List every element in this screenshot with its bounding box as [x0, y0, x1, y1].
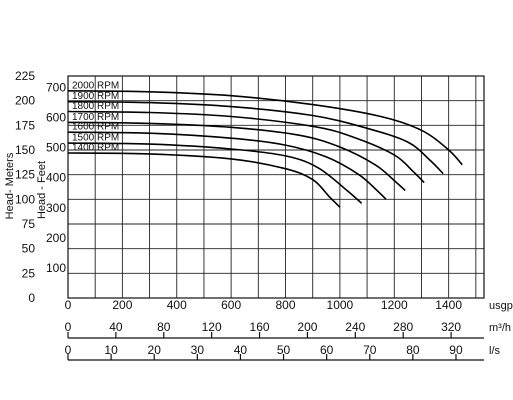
x-tick-label: 240	[345, 320, 365, 334]
series-label: 1600 RPM	[72, 122, 119, 133]
y-tick-meters: 75	[22, 217, 36, 231]
series-label: 2000 RPM	[72, 80, 119, 91]
series-line-2000-rpm	[67, 90, 463, 166]
y-axis-label-feet: Head - Feet	[36, 161, 48, 219]
y-tick-feet: 200	[46, 231, 66, 245]
x-tick-label: 60	[320, 343, 334, 357]
x-tick-label: 400	[167, 298, 187, 312]
curves	[67, 90, 463, 208]
y-tick-meters: 125	[15, 168, 35, 182]
y-tick-feet: 700	[46, 80, 66, 94]
x-tick-label: 10	[104, 343, 118, 357]
y-tick-meters: 200	[15, 94, 35, 108]
series-line-1700-rpm	[67, 121, 406, 192]
x-tick-label: 90	[449, 343, 463, 357]
series-label: 1700 RPM	[72, 112, 119, 123]
x-tick-label: 200	[112, 298, 132, 312]
x-tick-label: 1200	[381, 298, 408, 312]
series-label: 1400 RPM	[72, 142, 119, 153]
y-tick-meters: 100	[15, 192, 35, 206]
x-tick-label: 200	[297, 320, 317, 334]
y-tick-meters: 225	[15, 69, 35, 83]
y-tick-meters: 0	[28, 291, 35, 305]
y-tick-feet: 300	[46, 201, 66, 215]
x-tick-label: 0	[65, 298, 72, 312]
y-tick-feet: 100	[46, 261, 66, 275]
y-tick-meters: 25	[22, 266, 36, 280]
x-tick-label: 320	[441, 320, 461, 334]
y-tick-feet: 400	[46, 171, 66, 185]
x-tick-label: 0	[65, 343, 72, 357]
y-tick-feet: 600	[46, 111, 66, 125]
series-line-1800-rpm	[67, 110, 425, 184]
series-line-1400-rpm	[67, 152, 341, 208]
y-tick-meters: 175	[15, 118, 35, 132]
x-tick-label: 80	[157, 320, 171, 334]
series-label: 1500 RPM	[72, 133, 119, 144]
plot-frame	[67, 75, 485, 299]
labels: 0255075100125150175200225100200300400500…	[15, 69, 513, 361]
series-label: 1800 RPM	[72, 101, 119, 112]
series-label: 1900 RPM	[72, 91, 119, 102]
x-tick-label: 600	[221, 298, 241, 312]
x-tick-label: 280	[393, 320, 413, 334]
grid	[68, 76, 484, 298]
x-tick-label: 50	[277, 343, 291, 357]
x-tick-label: 0	[65, 320, 72, 334]
x-tick-label: 800	[276, 298, 296, 312]
x-tick-label: 80	[406, 343, 420, 357]
x-axis-unit: usgpm	[489, 300, 513, 312]
x-axis-unit: l/s	[489, 345, 501, 357]
x-tick-label: 1400	[435, 298, 462, 312]
x-axis-unit: m³/h	[489, 322, 511, 334]
x-tick-label: 120	[202, 320, 222, 334]
x-tick-label: 70	[363, 343, 377, 357]
y-tick-meters: 150	[15, 143, 35, 157]
x-tick-label: 160	[250, 320, 270, 334]
x-tick-label: 40	[234, 343, 248, 357]
series-line-1900-rpm	[67, 100, 444, 175]
x-tick-label: 20	[148, 343, 162, 357]
x-tick-label: 1000	[327, 298, 354, 312]
x-tick-label: 30	[191, 343, 205, 357]
x-tick-label: 40	[109, 320, 123, 334]
y-tick-feet: 500	[46, 141, 66, 155]
series-line-1600-rpm	[67, 131, 387, 200]
y-axis-label-meters: Head- Meters	[4, 152, 16, 219]
y-tick-meters: 50	[22, 242, 36, 256]
series-line-1500-rpm	[67, 142, 363, 204]
